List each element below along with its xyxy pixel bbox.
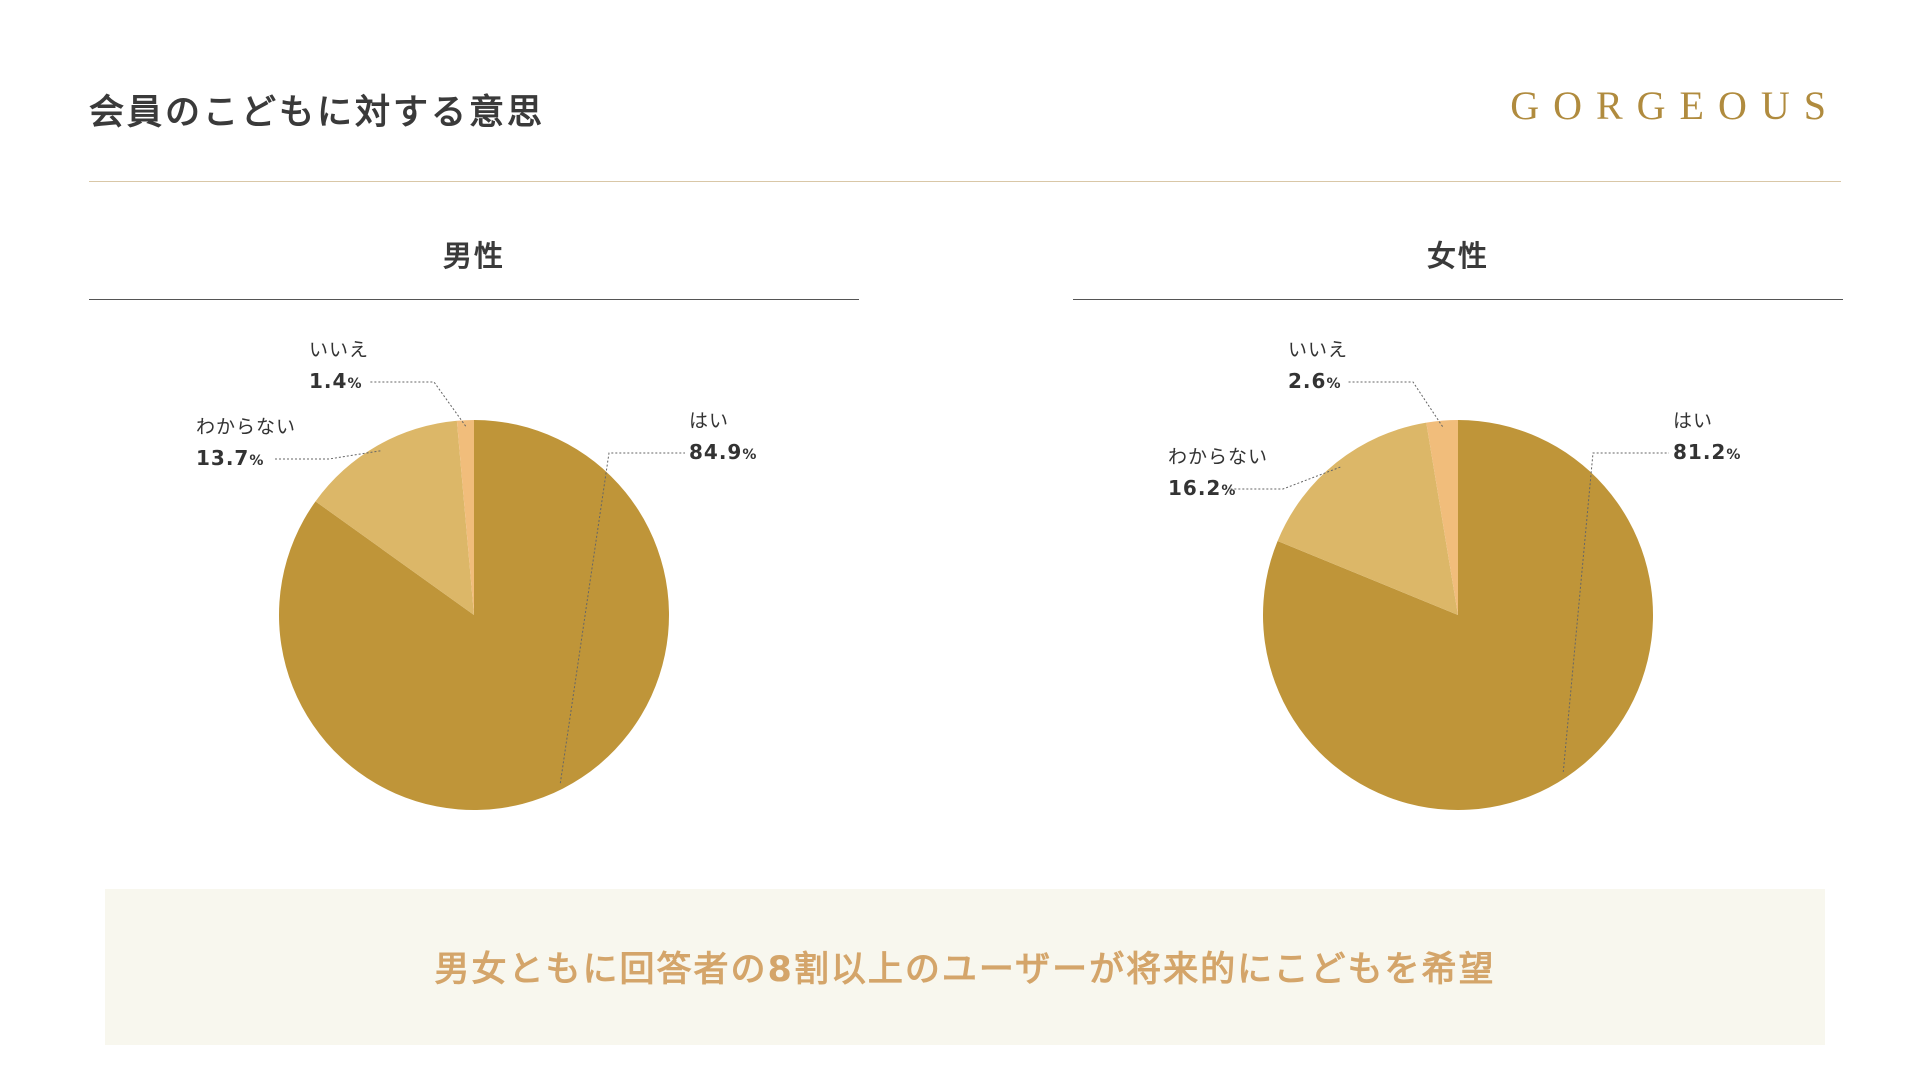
- leader-line-no: [369, 381, 467, 427]
- leader-line-unknown: [1229, 466, 1341, 490]
- pie-chart-male: はい 84.9% わからない 13.7% いいえ 1.4%: [196, 339, 757, 810]
- slice-value-no: 1.4%: [309, 369, 362, 393]
- slice-label-no: いいえ: [1288, 339, 1348, 361]
- chart-title-divider-male: [89, 299, 859, 300]
- header-divider: [89, 181, 1841, 182]
- slice-label-yes: はい: [689, 410, 729, 432]
- pie-slice-no: [1426, 420, 1458, 615]
- female-chart-panel: 女性 はい 81.2% わからない 16.2% いいえ 2.6%: [1073, 225, 1843, 845]
- slice-unit: %: [1726, 447, 1741, 463]
- chart-title-female: 女性: [1426, 239, 1489, 273]
- page-title: 会員のこどもに対する意思: [89, 93, 546, 133]
- leader-line-unknown: [273, 450, 381, 460]
- slice-value-unknown: 13.7%: [196, 446, 264, 470]
- pie-slice-yes: [279, 420, 670, 810]
- slice-value-unknown: 16.2%: [1168, 476, 1236, 500]
- chart-title-male: 男性: [442, 239, 505, 273]
- pie-slice-no: [456, 420, 474, 615]
- slice-value-yes: 81.2%: [1673, 440, 1741, 464]
- pie-chart-female: はい 81.2% わからない 16.2% いいえ 2.6%: [1168, 339, 1741, 810]
- slice-label-no: いいえ: [309, 339, 369, 361]
- summary-box: 男女ともに回答者の8割以上のユーザーが将来的にこどもを希望: [105, 889, 1825, 1045]
- slice-unit: %: [1326, 376, 1341, 392]
- slice-label-unknown: わからない: [1168, 446, 1268, 468]
- slice-value-no: 2.6%: [1288, 369, 1341, 393]
- slice-value-yes: 84.9%: [689, 440, 757, 464]
- slice-label-yes: はい: [1673, 410, 1713, 432]
- leader-line-yes: [559, 452, 685, 784]
- male-chart-panel: 男性 はい 84.9% わからない 13.7% いいえ 1.4%: [89, 225, 859, 845]
- slice-unit: %: [742, 447, 757, 463]
- brand-logo: GORGEOUS: [1510, 83, 1840, 128]
- pie-slice-unknown: [315, 420, 474, 615]
- chart-title-divider-female: [1073, 299, 1843, 300]
- slice-unit: %: [249, 453, 264, 469]
- slice-unit: %: [347, 376, 362, 392]
- summary-text: 男女ともに回答者の8割以上のユーザーが将来的にこどもを希望: [434, 950, 1496, 990]
- slice-label-unknown: わからない: [196, 416, 296, 438]
- leader-line-no: [1348, 381, 1443, 427]
- pie-slice-unknown: [1277, 422, 1458, 615]
- slice-unit: %: [1221, 483, 1236, 499]
- leader-line-yes: [1562, 452, 1669, 773]
